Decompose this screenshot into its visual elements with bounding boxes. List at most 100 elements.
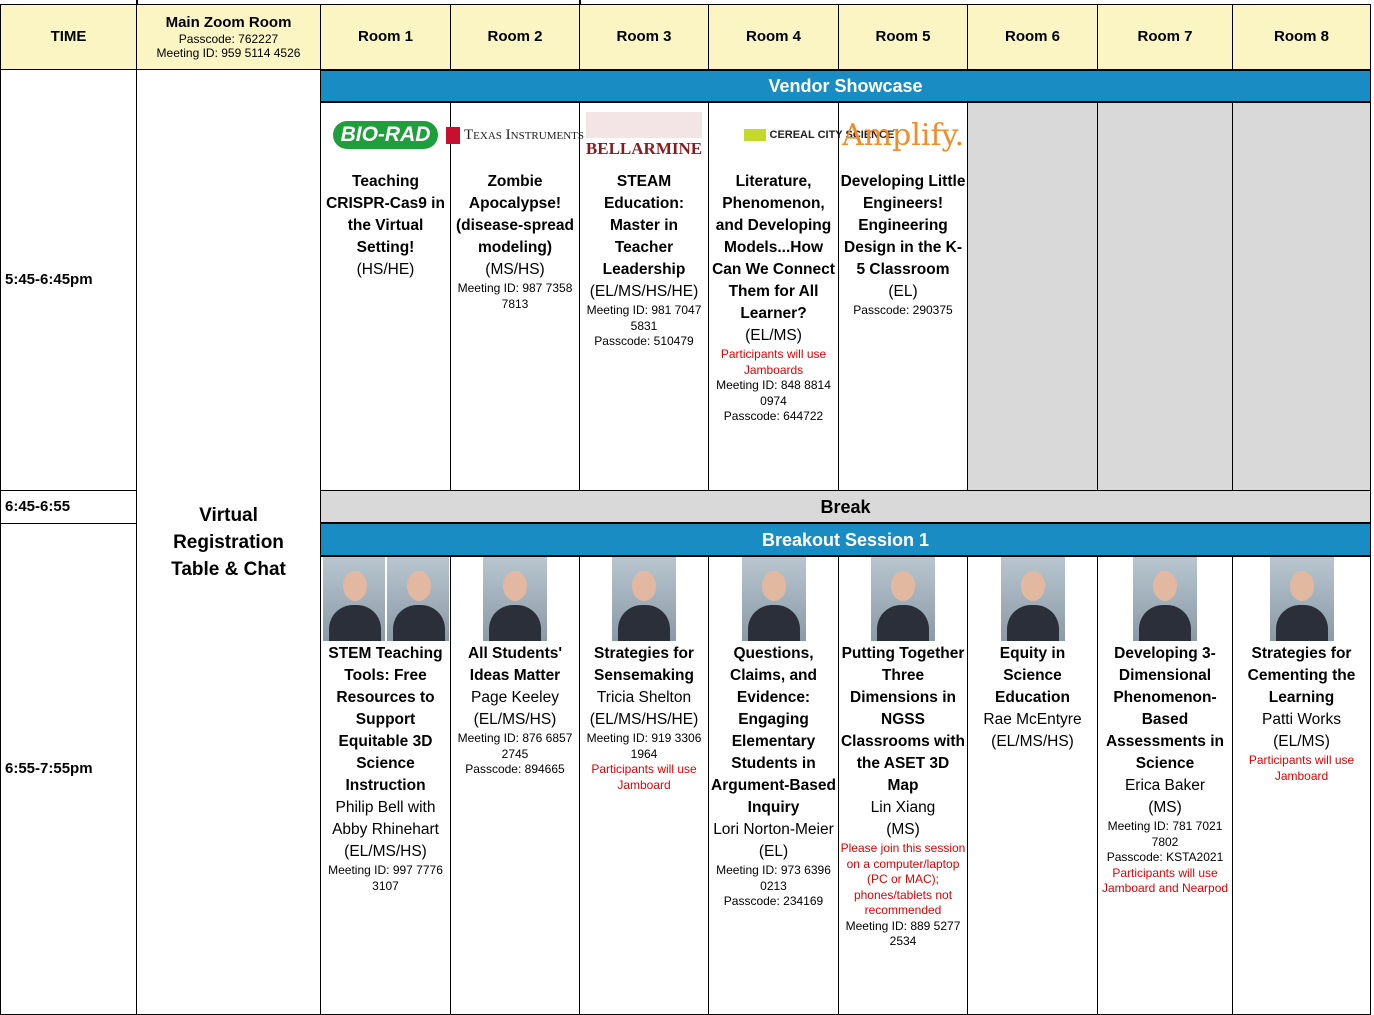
session-detail: Participants will use Jamboard [1248, 753, 1355, 783]
room-name: Room 3 [616, 28, 672, 45]
headshot-face [632, 570, 656, 601]
session-detail: Participants will use Jamboard and Nearp… [1101, 865, 1229, 896]
header-cell: Room 5 [838, 4, 968, 70]
time-label: 6:45-6:55 [5, 498, 71, 515]
session-detail: (EL/MS/HS) [344, 843, 427, 860]
time-label: 5:45-6:45pm [5, 271, 93, 288]
headshot [741, 556, 806, 641]
header-cell: Room 1 [320, 4, 451, 70]
headshot-body [1275, 604, 1328, 641]
cell-content: Developing Little Engineers! Engineering… [839, 171, 967, 490]
image-area [968, 556, 1097, 641]
time-cell: 5:45-6:45pm [0, 69, 137, 491]
headshot-face [1020, 570, 1045, 601]
session-band: Breakout Session 1 [320, 523, 1371, 556]
image-area: BIO-RAD [321, 102, 450, 168]
cell-content: Strategies for Sensemaking Tricia Shelton… [580, 643, 708, 1014]
headshot [1133, 556, 1197, 641]
session-detail: Passcode: 290375 [853, 303, 953, 317]
session-detail: Meeting ID: 997 7776 3107 [328, 863, 443, 893]
session-detail: Tricia Shelton [596, 689, 692, 706]
cell-content: All Students' Ideas Matter Page Keeley (EL… [451, 643, 579, 1014]
image-area [451, 556, 579, 641]
headshot-body [1139, 604, 1191, 641]
session-title: Strategies for Sensemaking [594, 645, 694, 684]
session-detail: Patti Works [1262, 711, 1341, 728]
session-title: Developing 3-Dimensional Phenomenon-Base… [1105, 645, 1225, 772]
cell-content: Equity in Science Education Rae McEntyre (… [968, 643, 1097, 1014]
session-detail: Passcode: 644722 [723, 409, 824, 423]
session-detail: Rae McEntyre [983, 711, 1082, 728]
session-detail: Meeting ID: 889 5277 2534 [845, 918, 961, 949]
main-room-note: Virtual Registration Table & Chat [171, 505, 286, 580]
session-title: Questions, Claims, and Evidence: Engagin… [711, 645, 836, 816]
cell-content: Developing 3-Dimensional Phenomenon-Base… [1098, 643, 1232, 1014]
empty-cell [1097, 102, 1233, 491]
room-name: Room 7 [1137, 28, 1193, 45]
cell-content: Teaching CRISPR-Cas9 in the Virtual Sett… [321, 171, 450, 490]
headshot-body [1006, 604, 1059, 641]
session-detail: (EL/MS) [745, 327, 802, 344]
image-area [321, 556, 450, 641]
image-area [709, 556, 838, 641]
cell-content: Literature, Phenomenon, and Developing M… [709, 171, 838, 490]
image-area [580, 556, 708, 641]
session-detail: (EL) [758, 843, 789, 860]
image-area: Texas Instruments [446, 102, 584, 168]
session-title: Literature, Phenomenon, and Developing M… [712, 173, 835, 322]
session-detail: (EL/MS/HS/HE) [589, 283, 699, 300]
headshot [322, 556, 385, 641]
image-area: Amplify. [839, 102, 967, 168]
logo: Amplify. [841, 117, 965, 153]
headshot-body [328, 604, 381, 641]
band-label: Break [820, 496, 871, 517]
header-cell: Room 8 [1232, 4, 1371, 70]
cell-content: Strategies for Cementing the Learning Pat… [1233, 643, 1370, 1014]
band-label: Vendor Showcase [768, 76, 923, 96]
headshot [1269, 556, 1334, 641]
session-detail: Lin Xiang [870, 799, 936, 816]
headshot-face [761, 570, 786, 601]
headshot-face [1289, 570, 1314, 601]
cell-content: STEM Teaching Tools: Free Resources to S… [321, 643, 450, 1014]
session-title: STEM Teaching Tools: Free Resources to S… [328, 645, 443, 794]
time-label: 6:55-7:55pm [5, 760, 93, 777]
session-detail: Erica Baker [1124, 777, 1206, 794]
time-cell: 6:45-6:55 [0, 490, 137, 524]
room-name: Room 8 [1273, 28, 1329, 45]
headshot-body [877, 604, 929, 641]
image-area [839, 556, 967, 641]
room-name: Room 5 [875, 28, 931, 45]
session-title: Zombie Apocalypse! (disease-spread model… [455, 173, 575, 256]
header-cell: Room 3 [579, 4, 709, 70]
session-detail: Passcode: 234169 [723, 894, 824, 908]
session-title: All Students' Ideas Matter [467, 645, 563, 684]
header-cell: Main Zoom Room Passcode: 762227 Meeting ID… [136, 4, 321, 70]
main-room-cell: Virtual Registration Table & Chat [136, 69, 321, 1015]
session-detail: Passcode: 894665 [465, 762, 565, 776]
headshot [386, 556, 449, 641]
session-detail: (MS) [886, 821, 920, 838]
headshot-body [747, 604, 800, 641]
empty-cell [967, 102, 1098, 491]
room-name: Room 1 [357, 28, 413, 45]
session-title: Strategies for Cementing the Learning [1247, 645, 1356, 706]
image-area: BELLARMINE [580, 102, 708, 168]
headshot [612, 556, 676, 641]
main-room-detail: Passcode: 762227 [178, 32, 279, 46]
session-detail: Participants will use Jamboard [591, 762, 697, 792]
header-cell: Room 6 [967, 4, 1098, 70]
headshot-face [406, 570, 431, 601]
cell-content: Putting Together Three Dimensions in NGS… [839, 643, 967, 1014]
logo: Texas Instruments [446, 126, 584, 144]
session-detail: (EL/MS/HS) [473, 711, 557, 728]
session-title: Putting Together Three Dimensions in NGS… [840, 645, 966, 794]
header-cell: Room 7 [1097, 4, 1233, 70]
header-cell: Room 2 [450, 4, 580, 70]
logo: BELLARMINE [585, 111, 703, 159]
session-title: STEAM Education: Master in Teacher Leade… [602, 173, 686, 278]
session-band: Break [320, 490, 1371, 523]
session-band: Vendor Showcase [320, 70, 1371, 102]
headshot [871, 556, 935, 641]
